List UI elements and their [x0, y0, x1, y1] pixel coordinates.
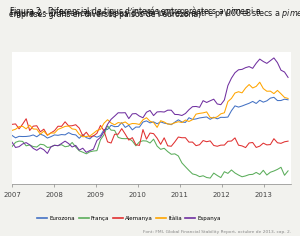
Text: Figura 2 - Diferencial de tipus d'inter\u00e9s entre pr\u00e8stecs a $\it{pimes}: Figura 2 - Diferencial de tipus d'inter\… [9, 7, 300, 20]
Text: Font: FMI, Global Financial Stability Report, octubre de 2013, cap. 2.: Font: FMI, Global Financial Stability Re… [143, 230, 291, 234]
Text: empreses grans en diversos països de l’eurozona): empreses grans en diversos països de l’e… [9, 10, 201, 19]
Text: Figura 2 - Diferencial de tipus d’interés entre prèstecs a $\it{pimes}$ i a: Figura 2 - Diferencial de tipus d’interé… [9, 4, 261, 17]
Legend: Eurozona, França, Alemanya, Itàlia, Espanya: Eurozona, França, Alemanya, Itàlia, Espa… [35, 213, 223, 223]
